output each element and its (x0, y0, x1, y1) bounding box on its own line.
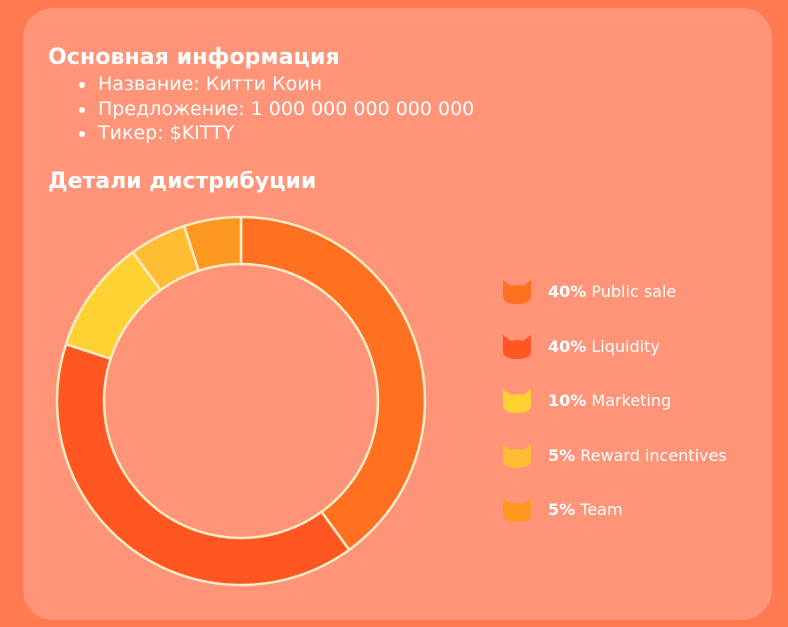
cat-head-icon (503, 498, 531, 522)
legend-label: Marketing (591, 391, 672, 410)
legend-label: Liquidity (591, 336, 660, 356)
info-item-name: Название: Китти Коин (72, 72, 474, 97)
info-item-supply: Предложение: 1 000 000 000 000 000 (72, 97, 474, 122)
cat-head-icon (503, 334, 531, 359)
cat-head-icon (503, 443, 531, 468)
legend-label: Public sale (591, 282, 677, 301)
basic-info-list: Название: Китти Коин Предложение: 1 000 … (72, 72, 474, 146)
legend-label: Team (580, 500, 623, 519)
distribution-heading: Детали дистрибуции (48, 169, 317, 194)
cat-head-icon (503, 389, 531, 413)
donut-slice-team (182, 215, 243, 272)
legend-label: Reward incentives (580, 445, 727, 465)
legend-percent: 40% (548, 336, 587, 356)
legend-percent: 5% (548, 445, 576, 465)
legend-percent: 40% (548, 282, 587, 301)
donut-slice-liquidity (55, 342, 351, 587)
cat-head-icon (503, 280, 531, 304)
donut-slice-public-sale (239, 215, 427, 552)
legend-percent: 5% (548, 500, 576, 519)
info-item-ticker: Тикер: $KITTY (72, 121, 474, 146)
legend-percent: 10% (548, 391, 587, 410)
basic-info-heading: Основная информация (48, 45, 340, 70)
